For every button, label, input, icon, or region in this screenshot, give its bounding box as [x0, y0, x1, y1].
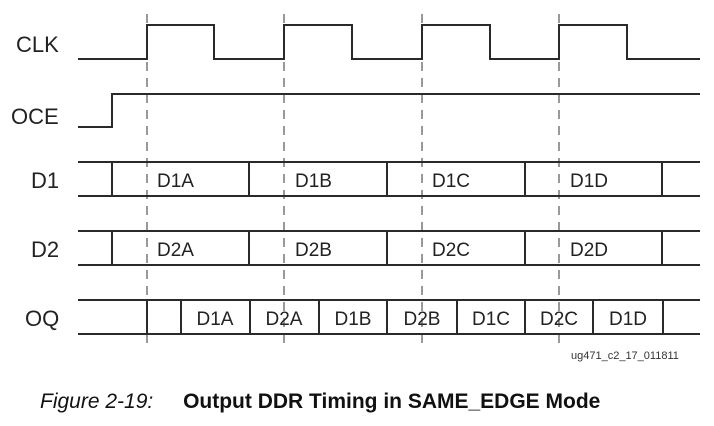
- clock-edge-markers: [146, 14, 560, 346]
- oq-cell: D1D: [609, 309, 647, 330]
- d1-cell: D1D: [570, 171, 608, 192]
- signal-label-d1: D1: [31, 168, 59, 193]
- oq-cell: D1B: [335, 309, 372, 330]
- signal-label-clk: CLK: [16, 32, 59, 57]
- signal-label-oce: OCE: [11, 104, 59, 129]
- figure-code: ug471_c2_17_011811: [571, 350, 679, 362]
- d2-cell: D2C: [432, 240, 470, 261]
- oq-cell: D1C: [472, 309, 510, 330]
- signal-label-d2: D2: [31, 237, 59, 262]
- d2-bus: D2A D2B D2C D2D: [78, 230, 700, 266]
- d1-bus: D1A D1B D1C D1D: [78, 161, 700, 197]
- oq-cell: D2B: [404, 309, 441, 330]
- d1-cell: D1A: [157, 171, 194, 192]
- oq-cell: D2A: [266, 309, 303, 330]
- oq-cell: D2C: [540, 309, 578, 330]
- signal-label-oq: OQ: [25, 306, 59, 331]
- oce-waveform: [78, 93, 700, 128]
- figure-caption: Figure 2-19: Output DDR Timing in SAME_E…: [40, 390, 600, 414]
- clk-waveform: [78, 24, 700, 60]
- d2-cell: D2D: [570, 240, 608, 261]
- d2-cell: D2B: [295, 240, 332, 261]
- figure-number: Figure 2-19:: [40, 390, 154, 413]
- figure-title: Output DDR Timing in SAME_EDGE Mode: [183, 390, 601, 413]
- d2-cell: D2A: [157, 240, 194, 261]
- oq-cell: D1A: [197, 309, 234, 330]
- oq-bus: D1A D2A D1B D2B D1C D2C D1D: [78, 299, 700, 335]
- d1-cell: D1B: [295, 171, 332, 192]
- d1-cell: D1C: [432, 171, 470, 192]
